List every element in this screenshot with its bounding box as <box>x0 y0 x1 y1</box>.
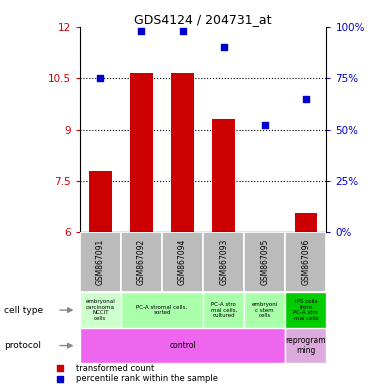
Bar <box>244 232 285 292</box>
Text: cell type: cell type <box>4 306 43 314</box>
Bar <box>203 292 244 328</box>
Text: GSM867092: GSM867092 <box>137 239 146 285</box>
Text: GSM867094: GSM867094 <box>178 239 187 285</box>
Text: protocol: protocol <box>4 341 41 350</box>
Point <box>180 28 186 34</box>
Text: GSM867093: GSM867093 <box>219 239 228 285</box>
Text: PC-A stro
mal cells,
cultured: PC-A stro mal cells, cultured <box>211 302 237 318</box>
Bar <box>203 232 244 292</box>
Title: GDS4124 / 204731_at: GDS4124 / 204731_at <box>134 13 272 26</box>
Point <box>57 365 63 371</box>
Bar <box>121 232 162 292</box>
Point <box>262 122 268 129</box>
Bar <box>171 73 194 232</box>
Bar <box>80 328 285 363</box>
Bar <box>244 292 285 328</box>
Bar <box>212 119 235 232</box>
Text: embryonal
carcinoma
NCCIT
cells: embryonal carcinoma NCCIT cells <box>85 300 115 321</box>
Text: GSM867096: GSM867096 <box>301 239 311 285</box>
Bar <box>285 292 326 328</box>
Bar <box>285 232 326 292</box>
Bar <box>80 232 121 292</box>
Bar <box>130 73 153 232</box>
Text: transformed count: transformed count <box>76 364 154 372</box>
Bar <box>162 232 203 292</box>
Point <box>97 75 103 81</box>
Point <box>138 28 144 34</box>
Text: IPS cells
from
PC-A stro
mal cells: IPS cells from PC-A stro mal cells <box>293 300 318 321</box>
Text: PC-A stromal cells,
sorted: PC-A stromal cells, sorted <box>137 305 188 315</box>
Text: reprogram
ming: reprogram ming <box>286 336 326 355</box>
Text: GSM867091: GSM867091 <box>96 239 105 285</box>
Bar <box>121 292 203 328</box>
Bar <box>295 214 317 232</box>
Text: GSM867095: GSM867095 <box>260 239 269 285</box>
Bar <box>89 171 112 232</box>
Bar <box>80 292 121 328</box>
Point <box>221 44 227 50</box>
Point <box>303 96 309 102</box>
Bar <box>285 328 326 363</box>
Point <box>57 376 63 382</box>
Text: control: control <box>169 341 196 350</box>
Text: embryoni
c stem
cells: embryoni c stem cells <box>252 302 278 318</box>
Text: percentile rank within the sample: percentile rank within the sample <box>76 374 218 383</box>
